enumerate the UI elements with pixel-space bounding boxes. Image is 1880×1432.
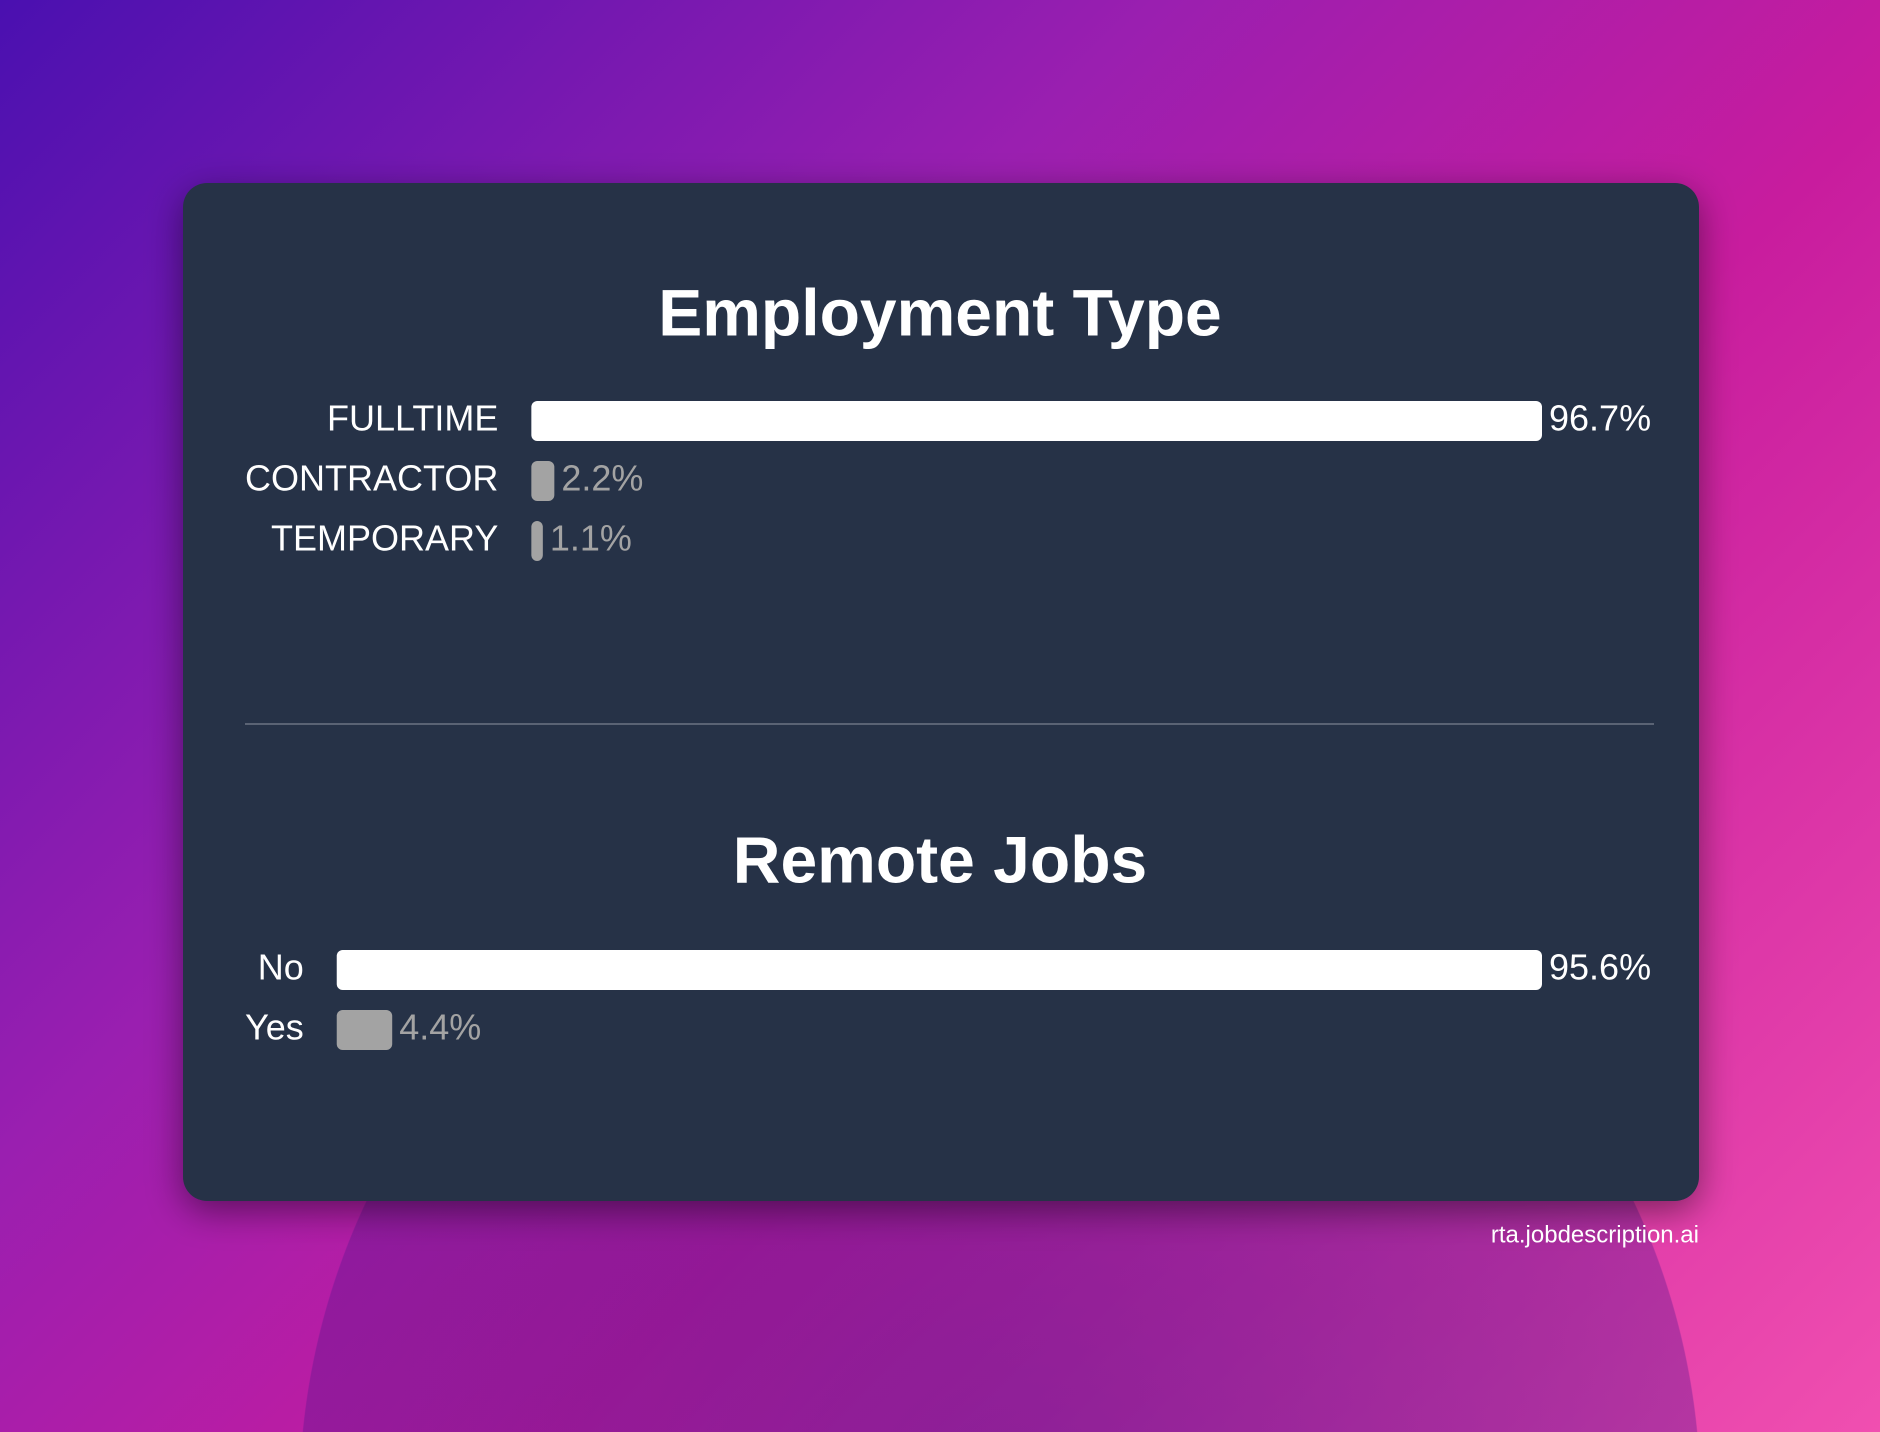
bar bbox=[531, 401, 1542, 441]
bar bbox=[531, 521, 543, 561]
category-label: FULLTIME bbox=[327, 398, 498, 439]
bar bbox=[336, 1010, 393, 1050]
category-label: No bbox=[258, 947, 304, 988]
value-label: 95.6% bbox=[1549, 947, 1651, 988]
footer: rta.jobdescription.ai bbox=[1491, 1221, 1699, 1248]
category-label: TEMPORARY bbox=[271, 518, 498, 559]
value-label: 4.4% bbox=[399, 1007, 481, 1048]
bar bbox=[531, 461, 555, 501]
value-label: 96.7% bbox=[1549, 398, 1651, 439]
category-label: CONTRACTOR bbox=[245, 458, 498, 499]
bar bbox=[336, 950, 1542, 990]
value-label: 2.2% bbox=[561, 458, 643, 499]
category-label: Yes bbox=[245, 1007, 304, 1048]
chart-title: Employment Type bbox=[658, 275, 1222, 349]
chart-title: Remote Jobs bbox=[733, 822, 1147, 896]
value-label: 1.1% bbox=[550, 518, 632, 559]
